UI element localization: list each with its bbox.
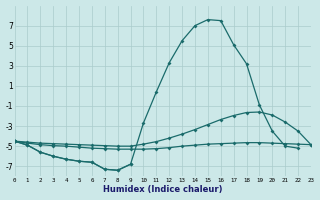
X-axis label: Humidex (Indice chaleur): Humidex (Indice chaleur) [103,185,222,194]
